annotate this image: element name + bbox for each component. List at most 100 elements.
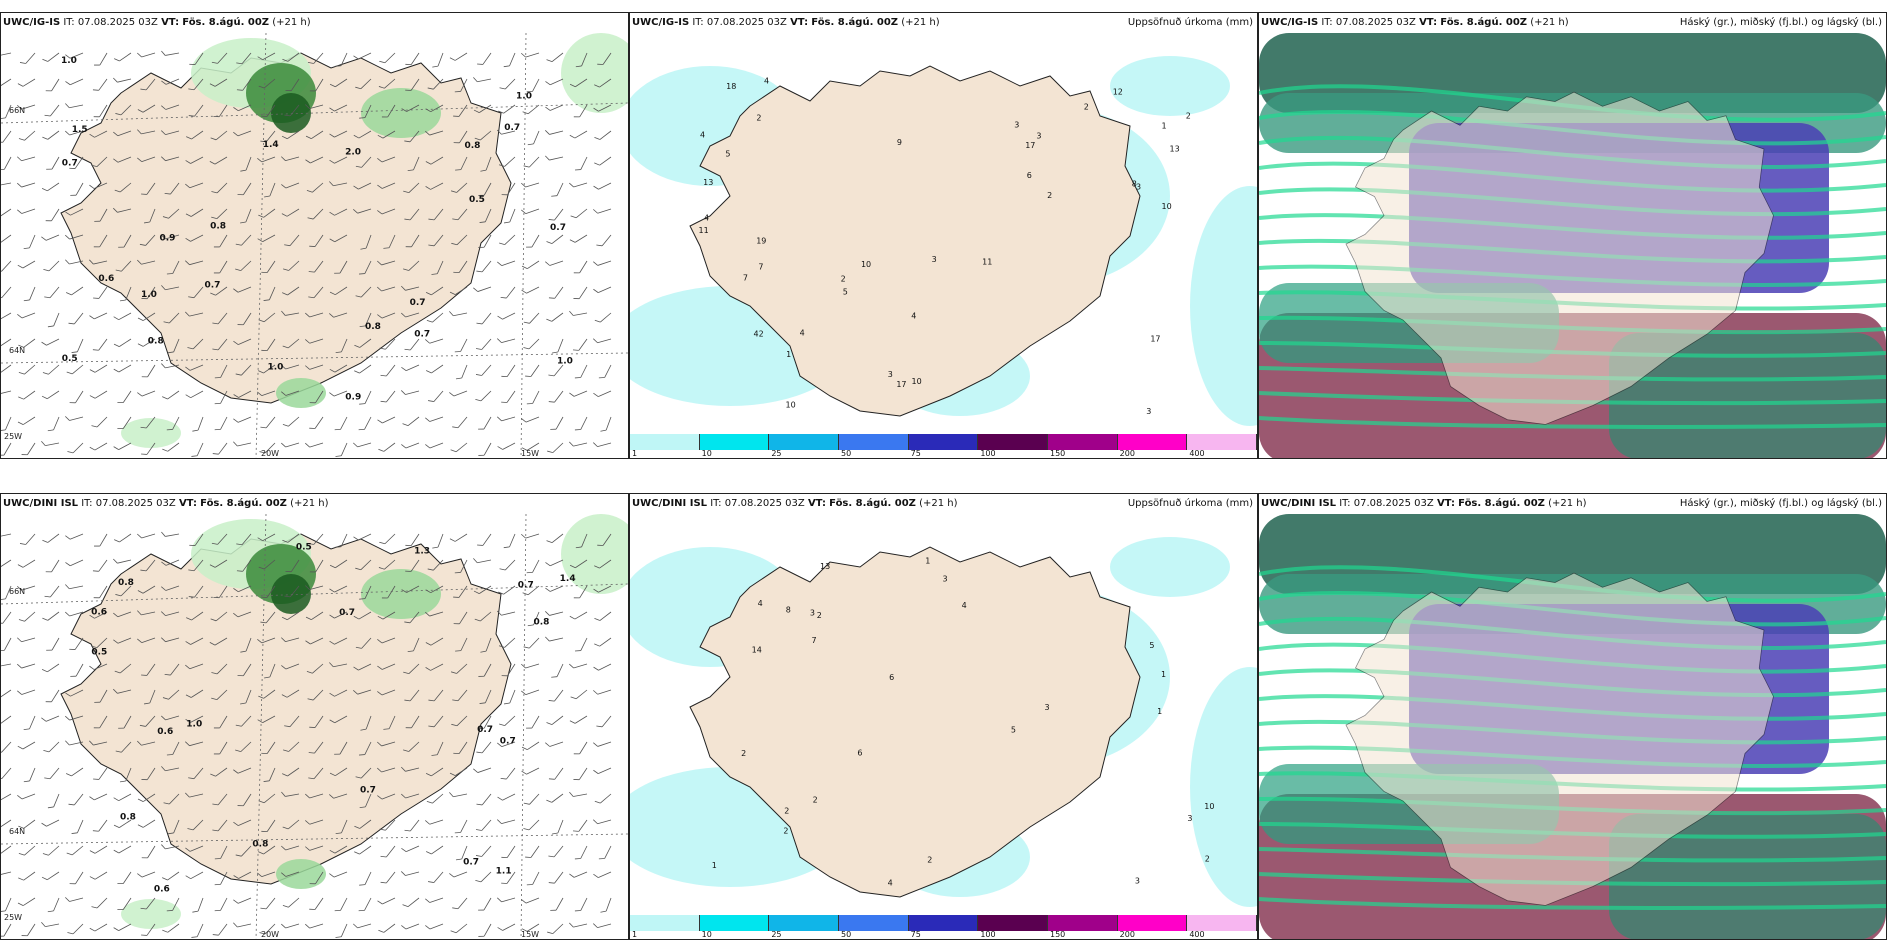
wind-barb	[114, 52, 132, 62]
wind-barb	[113, 845, 132, 854]
wind-barb	[521, 663, 540, 669]
panel-p2: UWC/IG-IS IT: 07.08.2025 03Z VT: Fös. 8.…	[629, 12, 1258, 459]
wind-barb	[1, 741, 12, 753]
wind-barb	[377, 260, 396, 266]
init-time-label: IT:	[81, 498, 93, 509]
wind-barb	[1, 390, 12, 395]
wind-barb	[405, 715, 420, 729]
wind-barb	[211, 182, 228, 194]
value-label: 3	[888, 370, 893, 379]
wind-barb	[161, 611, 180, 616]
wind-barb	[449, 533, 468, 542]
wind-barb	[65, 767, 84, 777]
wind-barb	[523, 156, 540, 168]
wind-barb	[137, 637, 156, 644]
wind-barb	[545, 741, 564, 747]
wind-barb	[212, 442, 228, 455]
wind-barb	[593, 689, 612, 695]
wind-barb	[379, 533, 396, 545]
wind-barb	[137, 129, 156, 135]
wind-barb	[307, 52, 324, 64]
value-label: 0.7	[550, 223, 566, 233]
wind-barb	[497, 416, 516, 422]
wind-barb	[71, 338, 84, 353]
wind-barb	[453, 741, 468, 754]
wind-barb	[17, 689, 36, 695]
wind-barb	[65, 78, 84, 86]
panel-p3: UWC/IG-IS IT: 07.08.2025 03Z VT: Fös. 8.…	[1258, 12, 1887, 459]
wind-barb	[545, 260, 564, 266]
wind-barb	[497, 260, 516, 267]
wind-barb	[405, 52, 420, 66]
wind-barb	[281, 871, 300, 877]
wind-barb	[141, 923, 156, 936]
wind-barb	[191, 923, 204, 938]
value-label: 2	[817, 611, 822, 620]
wind-barb	[44, 104, 60, 117]
wind-barb	[449, 792, 468, 798]
wind-barb	[188, 767, 204, 780]
wind-barb	[89, 871, 108, 880]
wind-barb	[545, 130, 564, 135]
wind-barb	[233, 767, 252, 774]
wind-barb	[425, 897, 444, 903]
value-label: 2	[841, 274, 846, 283]
value-label: 18	[726, 82, 736, 91]
wind-barb	[572, 819, 588, 832]
wind-barb	[65, 52, 84, 59]
wind-barb	[236, 52, 252, 65]
wind-barb	[329, 871, 348, 878]
wind-barb	[1, 104, 12, 120]
wind-barb	[377, 156, 396, 163]
wind-barb	[479, 689, 492, 704]
wind-barb	[427, 559, 444, 571]
wind-barb	[453, 130, 468, 144]
wind-barb	[403, 260, 420, 271]
wind-barb	[401, 793, 420, 799]
wind-barb	[379, 819, 396, 831]
wind-barb	[594, 611, 612, 621]
value-label: 0.5	[469, 195, 485, 205]
wind-barb	[451, 234, 468, 246]
wind-barb	[114, 533, 132, 543]
value-label: 0.7	[414, 330, 430, 340]
wind-barb	[185, 741, 204, 747]
wind-barb	[593, 338, 612, 344]
wind-barb	[236, 559, 252, 572]
wind-barb	[65, 208, 84, 216]
lead-time: (+21 h)	[272, 17, 311, 28]
wind-barb	[305, 156, 324, 164]
panel-header: UWC/DINI ISL IT: 07.08.2025 03Z VT: Fös.…	[1, 494, 628, 514]
wind-barb	[593, 104, 612, 112]
wind-barb	[140, 897, 156, 910]
wind-barb	[17, 637, 36, 643]
wind-barb	[425, 923, 444, 930]
value-label: 8	[786, 605, 791, 614]
value-label: 9	[897, 138, 902, 147]
wind-barb	[67, 442, 84, 454]
value-label: 2	[813, 795, 818, 804]
wind-barb	[65, 103, 84, 109]
wind-barb	[91, 637, 108, 649]
wind-barb	[405, 533, 420, 547]
wind-barb	[210, 611, 228, 622]
wind-barb	[17, 793, 36, 800]
wind-barb	[353, 182, 372, 190]
wind-barb	[503, 689, 516, 705]
wind-barb	[18, 130, 36, 141]
wind-barb	[475, 338, 492, 350]
wind-barb	[137, 740, 156, 746]
wind-barb	[405, 234, 420, 248]
wind-barb	[329, 611, 348, 619]
wind-barb	[114, 182, 132, 193]
wind-barb	[381, 585, 396, 599]
wind-barb	[284, 715, 300, 728]
wind-barb	[162, 442, 180, 452]
colorbar-tick: 75	[910, 449, 921, 458]
wind-barb	[45, 208, 60, 222]
wind-barb	[240, 208, 252, 224]
wind-barb	[257, 52, 276, 61]
wind-barb	[214, 390, 228, 405]
wind-barb	[378, 923, 396, 933]
precip-area	[561, 33, 628, 113]
